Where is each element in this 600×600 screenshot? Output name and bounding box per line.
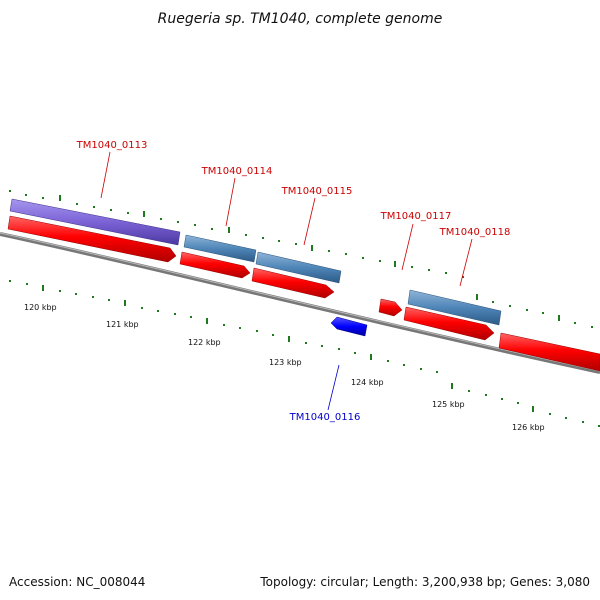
cds-arrow-0117[interactable] — [378, 298, 403, 317]
gene-bar-0118[interactable] — [407, 289, 502, 326]
gene-bar-0113[interactable] — [9, 198, 181, 246]
cds-arrow-0113[interactable] — [7, 215, 177, 263]
tick-label: 126 kbp — [512, 423, 545, 432]
tick-label: 125 kbp — [432, 400, 465, 409]
tick-label: 121 kbp — [106, 320, 139, 329]
leader-lines — [100, 151, 473, 411]
gene-bar-0115[interactable] — [255, 251, 342, 284]
tick-label: 123 kbp — [269, 358, 302, 367]
tick-labels: 120 kbp 121 kbp 122 kbp 123 kbp 124 kbp … — [24, 303, 545, 432]
gene-label-0117[interactable]: TM1040_0117 — [380, 211, 452, 222]
accession-text: Accession: NC_008044 — [9, 575, 145, 589]
genome-summary-text: Topology: circular; Length: 3,200,938 bp… — [259, 575, 590, 589]
genome-title: Ruegeria sp. TM1040, complete genome — [158, 11, 443, 27]
gene-label-0118[interactable]: TM1040_0118 — [439, 227, 511, 238]
gene-bar-0114[interactable] — [183, 234, 257, 263]
genome-backbone-highlight — [0, 232, 600, 372]
reverse-gene-0116[interactable] — [330, 316, 368, 337]
cds-arrow-0115[interactable] — [251, 267, 335, 299]
genome-backbone — [0, 232, 600, 374]
gene-label-0115[interactable]: TM1040_0115 — [281, 186, 353, 197]
tick-label: 124 kbp — [351, 378, 384, 387]
lower-tick-row — [9, 280, 600, 427]
gene-label-0116[interactable]: TM1040_0116 — [289, 412, 361, 423]
tick-label: 122 kbp — [188, 338, 221, 347]
cds-arrow-0118[interactable] — [403, 306, 495, 341]
upper-tick-row — [9, 190, 593, 328]
gene-label-0113[interactable]: TM1040_0113 — [76, 140, 148, 151]
gene-label-0114[interactable]: TM1040_0114 — [201, 166, 273, 177]
tick-label: 120 kbp — [24, 303, 57, 312]
cds-arrow-0114[interactable] — [179, 251, 251, 279]
cds-arrow-next[interactable] — [498, 332, 600, 372]
gene-labels: TM1040_0113 TM1040_0114 TM1040_0115 TM10… — [76, 140, 511, 423]
